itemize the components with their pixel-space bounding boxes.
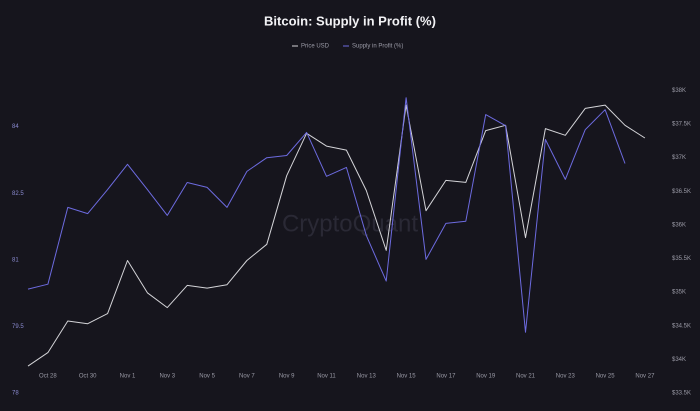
series-line <box>27 97 626 333</box>
chart-title: Bitcoin: Supply in Profit (%) <box>264 13 436 28</box>
x-tick-label: Nov 7 <box>239 374 255 380</box>
x-tick-label: Nov 21 <box>516 374 536 380</box>
x-tick-label: Oct 30 <box>79 374 97 380</box>
y-tick-label: 79.5 <box>12 324 24 330</box>
legend-label: Price USD <box>301 44 330 50</box>
y-tick-label: 78 <box>12 391 19 397</box>
y2-tick-label: $36.5K <box>672 189 691 195</box>
y2-tick-label: $35.5K <box>672 256 691 262</box>
x-tick-label: Nov 1 <box>120 374 136 380</box>
y2-tick-label: $37.5K <box>672 121 691 127</box>
x-tick-label: Nov 11 <box>317 374 336 380</box>
watermark: CryptoQuant <box>282 210 418 237</box>
series-line <box>27 104 646 367</box>
y2-tick-label: $34K <box>672 357 686 363</box>
x-tick-label: Nov 15 <box>397 374 417 380</box>
x-tick-label: Nov 13 <box>357 374 377 380</box>
y2-tick-label: $37K <box>672 155 686 161</box>
x-tick-label: Nov 9 <box>279 374 295 380</box>
y2-tick-label: $36K <box>672 222 686 228</box>
x-tick-label: Nov 3 <box>159 374 175 380</box>
y-tick-label: 82.5 <box>12 191 24 197</box>
legend-label: Supply in Profit (%) <box>352 44 403 50</box>
y2-tick-label: $33.5K <box>672 391 691 397</box>
x-tick-label: Nov 17 <box>436 374 456 380</box>
x-tick-label: Nov 19 <box>476 374 496 380</box>
x-tick-label: Nov 5 <box>199 374 215 380</box>
y2-tick-label: $35K <box>672 290 686 296</box>
x-tick-label: Oct 28 <box>39 374 57 380</box>
x-tick-label: Nov 27 <box>635 374 655 380</box>
y2-tick-label: $34.5K <box>672 323 691 329</box>
x-tick-label: Nov 23 <box>556 374 576 380</box>
y2-tick-label: $38K <box>672 88 686 94</box>
x-tick-label: Nov 25 <box>596 374 616 380</box>
y-tick-label: 81 <box>12 257 19 263</box>
y-tick-label: 84 <box>12 124 19 130</box>
